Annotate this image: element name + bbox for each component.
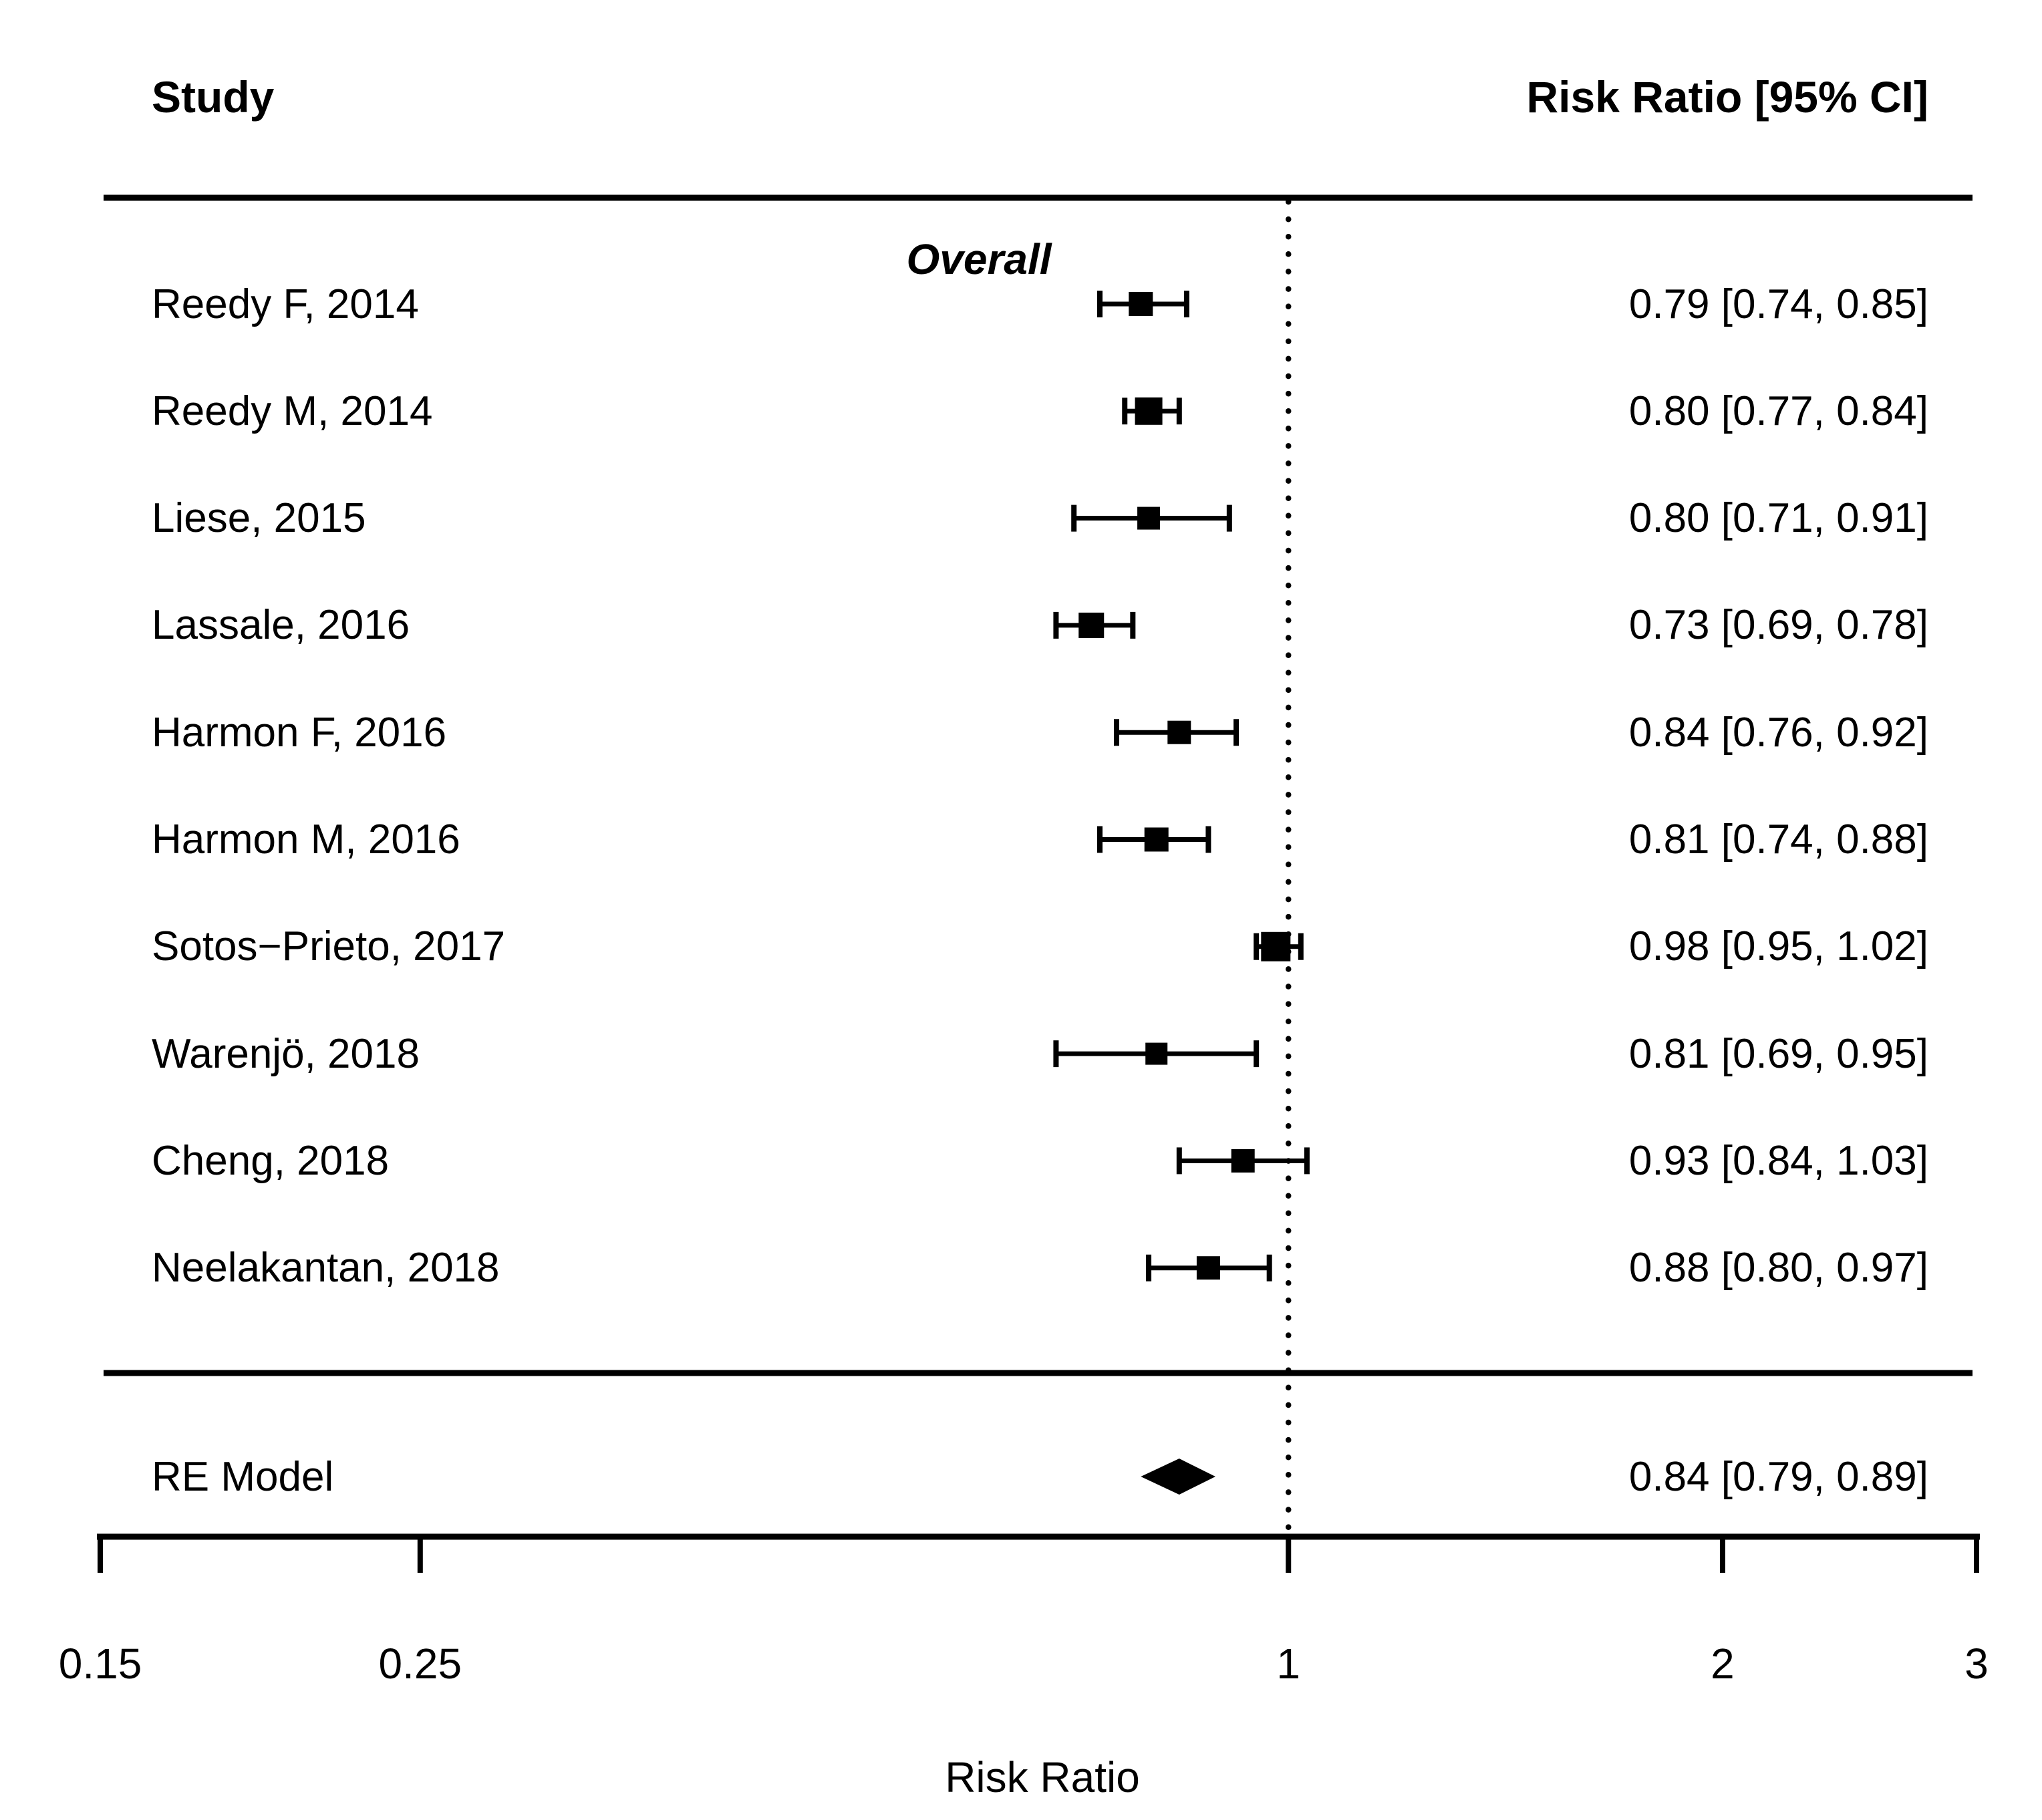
effect-value: 0.84 [0.76, 0.92] [1628, 709, 1928, 756]
effect-value: 0.79 [0.74, 0.85] [1628, 281, 1928, 327]
effect-square [1135, 397, 1163, 425]
x-axis-tick-label: 0.25 [378, 1640, 462, 1688]
x-axis-tick-label: 0.15 [58, 1640, 142, 1688]
effect-square [1137, 506, 1161, 530]
study-label: Reedy M, 2014 [152, 388, 433, 434]
x-axis-title: Risk Ratio [945, 1753, 1140, 1801]
study-column-header: Study [152, 72, 275, 122]
study-label: Harmon F, 2016 [152, 709, 447, 756]
effect-value: 0.88 [0.80, 0.97] [1628, 1245, 1928, 1292]
effect-column-header: Risk Ratio [95% CI] [1526, 72, 1928, 122]
effect-square [1261, 931, 1291, 961]
summary-diamond [1141, 1459, 1216, 1495]
effect-value: 0.73 [0.69, 0.78] [1628, 602, 1928, 649]
effect-value: 0.81 [0.74, 0.88] [1628, 816, 1928, 863]
study-label: Liese, 2015 [152, 495, 366, 542]
effect-square [1078, 612, 1105, 638]
effect-value: 0.93 [0.84, 1.03] [1628, 1137, 1928, 1184]
effect-value: 0.98 [0.95, 1.02] [1628, 923, 1928, 970]
overall-group-label: Overall [906, 235, 1052, 283]
effect-square [1196, 1256, 1220, 1280]
x-axis-tick-label: 2 [1711, 1640, 1735, 1688]
summary-model-label: RE Model [152, 1453, 334, 1500]
study-label: Reedy F, 2014 [152, 281, 419, 327]
effect-square [1129, 292, 1153, 316]
summary-effect-value: 0.84 [0.79, 0.89] [1628, 1453, 1928, 1500]
study-label: Lassale, 2016 [152, 602, 410, 649]
study-label: Cheng, 2018 [152, 1137, 390, 1184]
effect-square [1167, 720, 1191, 744]
effect-square [1145, 1042, 1168, 1065]
effect-value: 0.81 [0.69, 0.95] [1628, 1030, 1928, 1077]
effect-square [1231, 1149, 1255, 1173]
study-label: Sotos−Prieto, 2017 [152, 923, 506, 970]
effect-value: 0.80 [0.77, 0.84] [1628, 388, 1928, 434]
study-label: Harmon M, 2016 [152, 816, 460, 863]
x-axis-tick-label: 1 [1276, 1640, 1301, 1688]
study-label: Neelakantan, 2018 [152, 1245, 500, 1292]
x-axis-tick-label: 3 [1964, 1640, 1989, 1688]
study-label: Warenjö, 2018 [152, 1030, 420, 1077]
effect-value: 0.80 [0.71, 0.91] [1628, 495, 1928, 542]
effect-square [1144, 827, 1169, 852]
